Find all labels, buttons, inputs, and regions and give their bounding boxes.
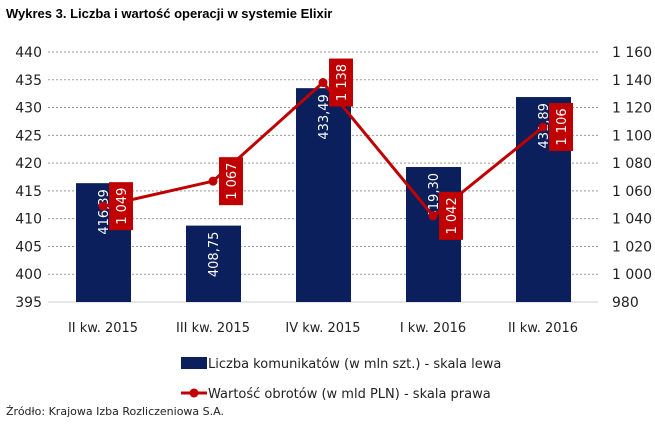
bar-data-label: 419,30 — [427, 173, 442, 219]
category-label: III kw. 2015 — [176, 321, 250, 336]
bar — [296, 88, 351, 303]
left-tick-label: 425 — [15, 128, 42, 144]
line-label-box — [329, 58, 353, 107]
line-label-box — [109, 182, 133, 231]
chart-title: Wykres 3. Liczba i wartość operacji w sy… — [6, 6, 333, 21]
left-tick-label: 410 — [15, 212, 42, 228]
right-tick-label: 1 160 — [612, 45, 652, 61]
right-tick-label: 1 140 — [612, 73, 652, 89]
legend-bar-swatch — [181, 357, 207, 369]
bar-data-label: 416,39 — [97, 189, 112, 235]
left-tick-label: 440 — [15, 45, 42, 61]
source-note: Źródło: Krajowa Izba Rozliczeniowa S.A. — [6, 405, 224, 418]
legend-bar-label: Liczba komunikatów (w mln szt.) - skala … — [208, 357, 501, 372]
line-marker — [538, 122, 548, 132]
line-marker — [318, 78, 328, 88]
left-tick-label: 430 — [15, 101, 42, 117]
left-tick-label: 435 — [15, 73, 42, 89]
legend-line-marker — [189, 388, 199, 398]
bar — [186, 225, 241, 302]
right-tick-label: 1 040 — [612, 212, 652, 228]
right-tick-label: 1 120 — [612, 101, 652, 117]
right-tick-label: 1 100 — [612, 128, 652, 144]
line-data-label: 1 138 — [335, 64, 350, 101]
left-tick-label: 420 — [15, 156, 42, 172]
legend-line-label: Wartość obrotów (w mld PLN) - skala praw… — [208, 387, 491, 402]
right-tick-label: 980 — [612, 295, 639, 311]
line-marker — [98, 201, 108, 211]
line-marker — [208, 176, 218, 186]
left-tick-label: 395 — [15, 295, 42, 311]
line-data-label: 1 049 — [115, 188, 130, 225]
line-label-box — [439, 191, 463, 240]
line-label-box — [549, 103, 573, 151]
line-data-label: 1 042 — [445, 197, 460, 234]
right-tick-label: 1 000 — [612, 267, 652, 283]
line-data-label: 1 067 — [225, 163, 240, 200]
left-tick-label: 405 — [15, 239, 42, 255]
right-tick-label: 1 020 — [612, 239, 652, 255]
line-label-box — [219, 157, 243, 206]
category-label: I kw. 2016 — [400, 321, 466, 336]
bar-data-label: 433,49 — [317, 94, 332, 139]
line-marker — [428, 211, 438, 221]
left-tick-label: 415 — [15, 184, 42, 200]
category-label: IV kw. 2015 — [285, 321, 360, 336]
left-tick-label: 400 — [15, 267, 42, 283]
right-tick-label: 1 060 — [612, 184, 652, 200]
category-label: II kw. 2015 — [68, 321, 138, 336]
right-tick-label: 1 080 — [612, 156, 652, 172]
category-label: II kw. 2016 — [508, 321, 578, 336]
line-data-label: 1 106 — [555, 108, 570, 145]
bar-data-label: 408,75 — [207, 232, 222, 278]
